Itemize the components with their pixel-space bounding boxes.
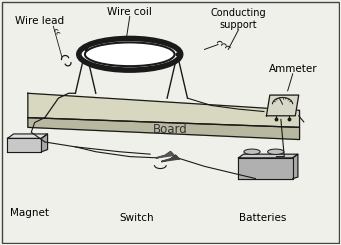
Polygon shape <box>266 95 299 116</box>
Text: Magnet: Magnet <box>10 208 49 218</box>
Polygon shape <box>162 155 179 161</box>
Polygon shape <box>238 158 293 179</box>
Ellipse shape <box>85 42 175 66</box>
Ellipse shape <box>268 149 284 154</box>
Polygon shape <box>238 154 298 158</box>
Polygon shape <box>28 118 299 140</box>
Text: Switch: Switch <box>119 213 154 223</box>
Polygon shape <box>28 93 299 127</box>
Polygon shape <box>293 154 298 179</box>
Text: Ammeter: Ammeter <box>268 64 317 74</box>
Polygon shape <box>157 152 174 158</box>
Polygon shape <box>42 134 47 152</box>
Ellipse shape <box>244 149 260 154</box>
Text: Conducting
support: Conducting support <box>211 8 266 30</box>
Text: Batteries: Batteries <box>238 213 286 223</box>
Polygon shape <box>8 138 42 152</box>
Ellipse shape <box>79 38 181 70</box>
Text: Wire lead: Wire lead <box>15 16 64 26</box>
Polygon shape <box>8 134 47 138</box>
Text: Wire coil: Wire coil <box>107 7 152 16</box>
Text: Board: Board <box>153 123 188 136</box>
